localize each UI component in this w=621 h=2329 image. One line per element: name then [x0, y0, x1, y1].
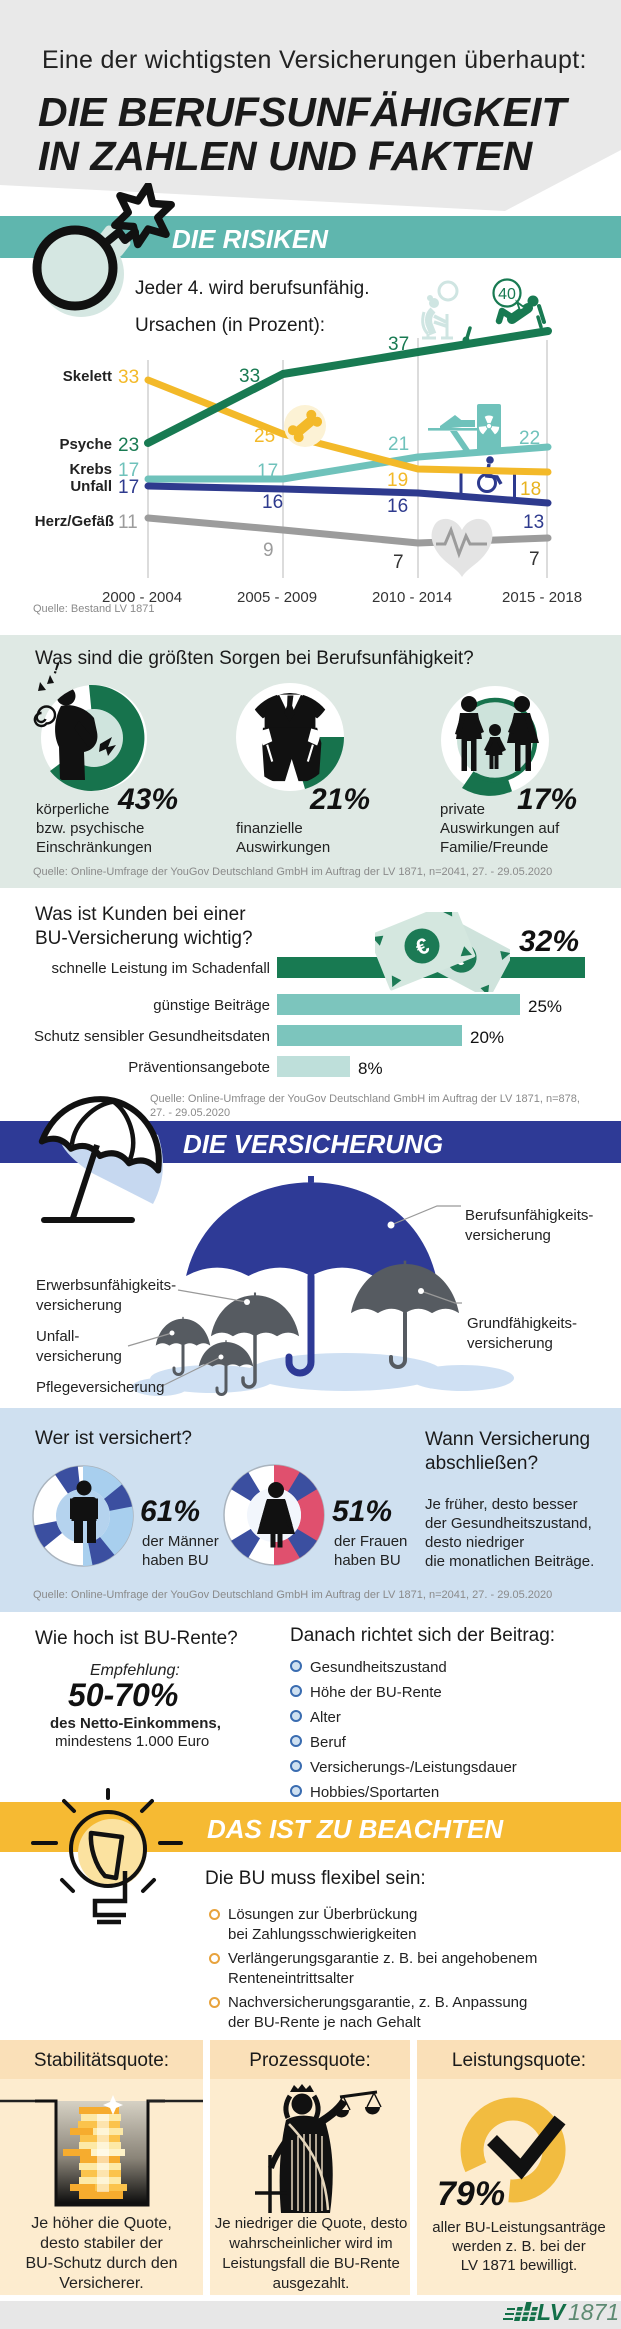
- svg-text:1871: 1871: [568, 2299, 619, 2325]
- svg-text:40: 40: [498, 286, 516, 303]
- svg-text:!: !: [51, 660, 61, 678]
- svg-text:LV: LV: [537, 2299, 567, 2325]
